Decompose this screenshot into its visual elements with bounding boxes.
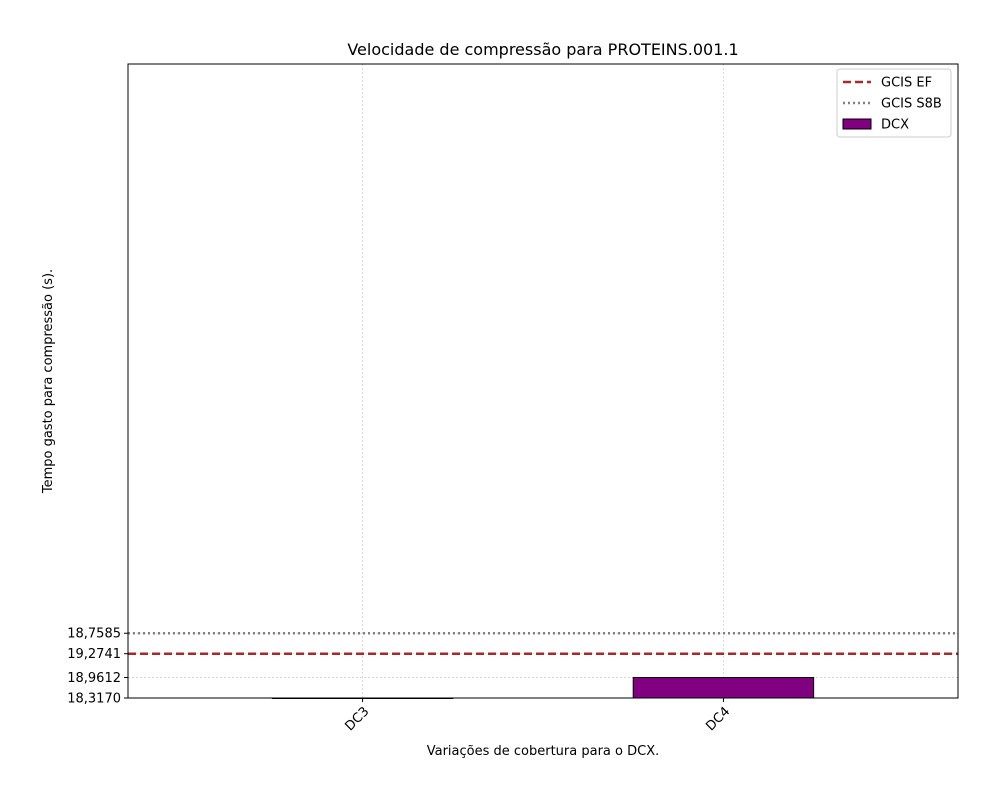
y-tick-label: 18,9612 [67,671,121,686]
y-tick-label: 18,3170 [67,692,121,707]
legend-label: GCIS EF [881,76,932,91]
x-axis-label: Variações de cobertura para o DCX. [427,744,660,759]
grid [128,64,958,699]
y-tick-label: 18,7585 [67,627,121,642]
x-tick-label: DC3 [342,704,372,734]
y-tick-label: 19,2741 [67,647,121,662]
legend-label: DCX [881,118,909,133]
plot-frame [127,63,959,699]
x-axis: DC3 DC4 [342,698,733,734]
bar [632,677,815,699]
legend-swatch [842,118,872,130]
x-tick-label: DC4 [703,704,733,734]
reference-lines [128,631,958,655]
legend: GCIS EF GCIS S8B DCX [836,68,952,138]
y-axis-label: Tempo gasto para compressão (s). [41,269,56,494]
chart-title: Velocidade de compressão para PROTEINS.0… [347,40,738,59]
y-axis: 18,3170 18,9612 19,2741 18,7585 [67,627,128,707]
plot-area [128,64,958,698]
legend-label: GCIS S8B [881,97,942,112]
